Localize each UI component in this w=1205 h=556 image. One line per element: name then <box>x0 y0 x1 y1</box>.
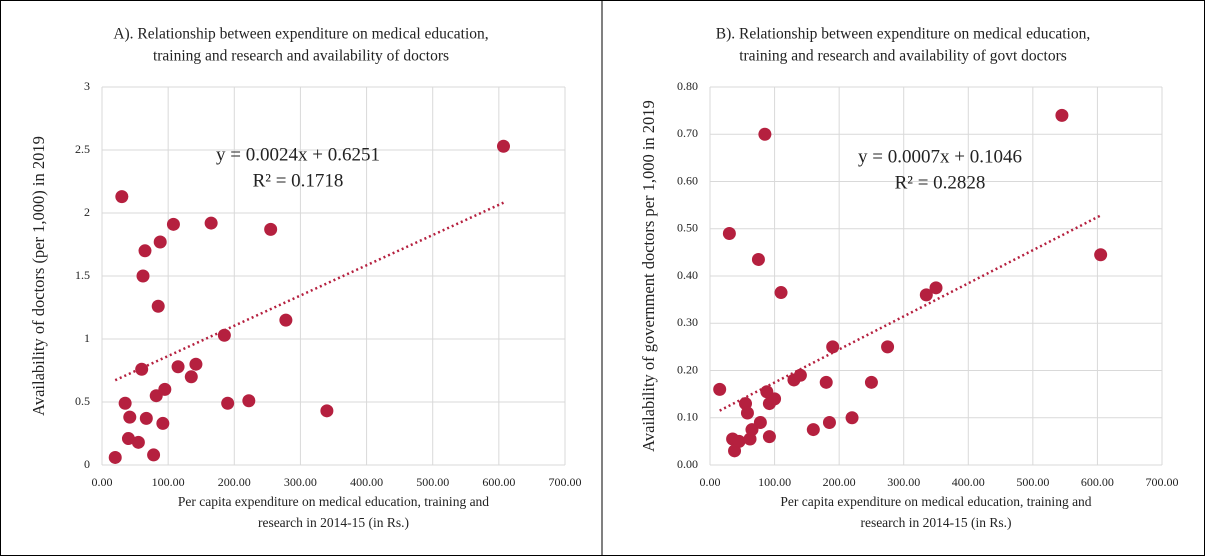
x-axis-title: Per capita expenditure on medical educat… <box>780 494 1091 509</box>
y-tick-label: 2 <box>84 205 90 219</box>
trendline <box>114 201 505 382</box>
point <box>753 415 767 429</box>
point <box>147 448 161 462</box>
y-tick-label: 0.70 <box>677 126 698 140</box>
point <box>158 382 172 396</box>
point <box>118 396 132 410</box>
point <box>115 190 129 204</box>
y-tick-label: 1.5 <box>75 268 90 282</box>
y-tick-label: 2.5 <box>75 142 90 156</box>
x-tick-label: 500.00 <box>416 475 449 489</box>
point <box>845 411 859 425</box>
y-tick-label: 0.20 <box>677 362 698 376</box>
point <box>826 340 840 354</box>
x-tick-label: 0.00 <box>700 475 721 489</box>
y-tick-label: 0 <box>84 457 90 471</box>
point <box>135 362 149 376</box>
point <box>1055 108 1069 122</box>
x-tick-label: 600.00 <box>482 475 515 489</box>
point <box>762 430 776 444</box>
point <box>732 434 746 448</box>
y-tick-label: 0.00 <box>677 457 698 471</box>
x-tick-label: 700.00 <box>549 475 582 489</box>
trendline-r2: R² = 0.1718 <box>253 170 344 191</box>
x-tick-label: 700.00 <box>1146 475 1179 489</box>
point <box>217 328 231 342</box>
point <box>722 226 736 240</box>
point <box>864 375 878 389</box>
point <box>189 357 203 371</box>
point <box>171 360 185 374</box>
point <box>123 410 137 424</box>
x-tick-label: 0.00 <box>92 475 113 489</box>
chart-title: A). Relationship between expenditure on … <box>113 26 488 43</box>
x-tick-label: 400.00 <box>952 475 985 489</box>
point <box>740 406 754 420</box>
y-tick-label: 0.30 <box>677 315 698 329</box>
point <box>166 217 180 231</box>
point <box>139 411 153 425</box>
x-tick-label: 100.00 <box>758 475 791 489</box>
x-axis-title: research in 2014-15 (in Rs.) <box>860 515 1011 530</box>
y-tick-label: 0.60 <box>677 173 698 187</box>
point <box>221 396 235 410</box>
trendline-equation: y = 0.0024x + 0.6251 <box>216 144 380 165</box>
point <box>136 269 150 283</box>
y-tick-label: 1 <box>84 331 90 345</box>
point <box>929 281 943 295</box>
x-tick-label: 400.00 <box>350 475 383 489</box>
point <box>881 340 895 354</box>
y-tick-label: 0.40 <box>677 268 698 282</box>
point <box>279 313 293 327</box>
point <box>819 375 833 389</box>
y-tick-label: 3 <box>84 79 90 93</box>
point <box>320 404 334 418</box>
point <box>822 415 836 429</box>
point <box>204 216 218 230</box>
point <box>264 222 278 236</box>
x-tick-label: 300.00 <box>887 475 920 489</box>
point <box>138 244 152 258</box>
point <box>153 235 167 249</box>
chart-title: training and research and availability o… <box>739 48 1067 65</box>
point <box>496 139 510 153</box>
trendline-r2: R² = 0.2828 <box>895 172 986 193</box>
y-axis-title: Availability of doctors (per 1,000) in 2… <box>29 136 48 416</box>
y-tick-label: 0.80 <box>677 79 698 93</box>
y-axis-title: Availability of government doctors per 1… <box>639 100 658 452</box>
point <box>806 423 820 437</box>
x-tick-label: 600.00 <box>1081 475 1114 489</box>
x-axis-title: research in 2014-15 (in Rs.) <box>258 515 409 530</box>
point <box>774 286 788 300</box>
point <box>108 450 122 464</box>
point <box>242 394 256 408</box>
chart-title: training and research and availability o… <box>153 48 449 65</box>
point <box>751 252 765 266</box>
x-tick-label: 100.00 <box>152 475 185 489</box>
point <box>713 382 727 396</box>
trendline-equation: y = 0.0007x + 0.1046 <box>858 146 1022 167</box>
point <box>156 416 170 430</box>
x-tick-label: 300.00 <box>284 475 317 489</box>
y-tick-label: 0.5 <box>75 394 90 408</box>
y-tick-label: 0.10 <box>677 410 698 424</box>
point <box>758 127 772 141</box>
chart-title: B). Relationship between expenditure on … <box>716 26 1090 43</box>
x-axis-title: Per capita expenditure on medical educat… <box>178 494 489 509</box>
point <box>793 368 807 382</box>
trendline <box>719 214 1102 412</box>
y-tick-label: 0.50 <box>677 221 698 235</box>
x-tick-label: 200.00 <box>823 475 856 489</box>
point <box>151 299 165 313</box>
x-tick-label: 200.00 <box>218 475 251 489</box>
point <box>184 370 198 384</box>
x-tick-label: 500.00 <box>1016 475 1049 489</box>
point <box>1094 248 1108 262</box>
point <box>919 288 933 302</box>
point <box>131 435 145 449</box>
point <box>768 392 782 406</box>
point <box>121 432 135 446</box>
